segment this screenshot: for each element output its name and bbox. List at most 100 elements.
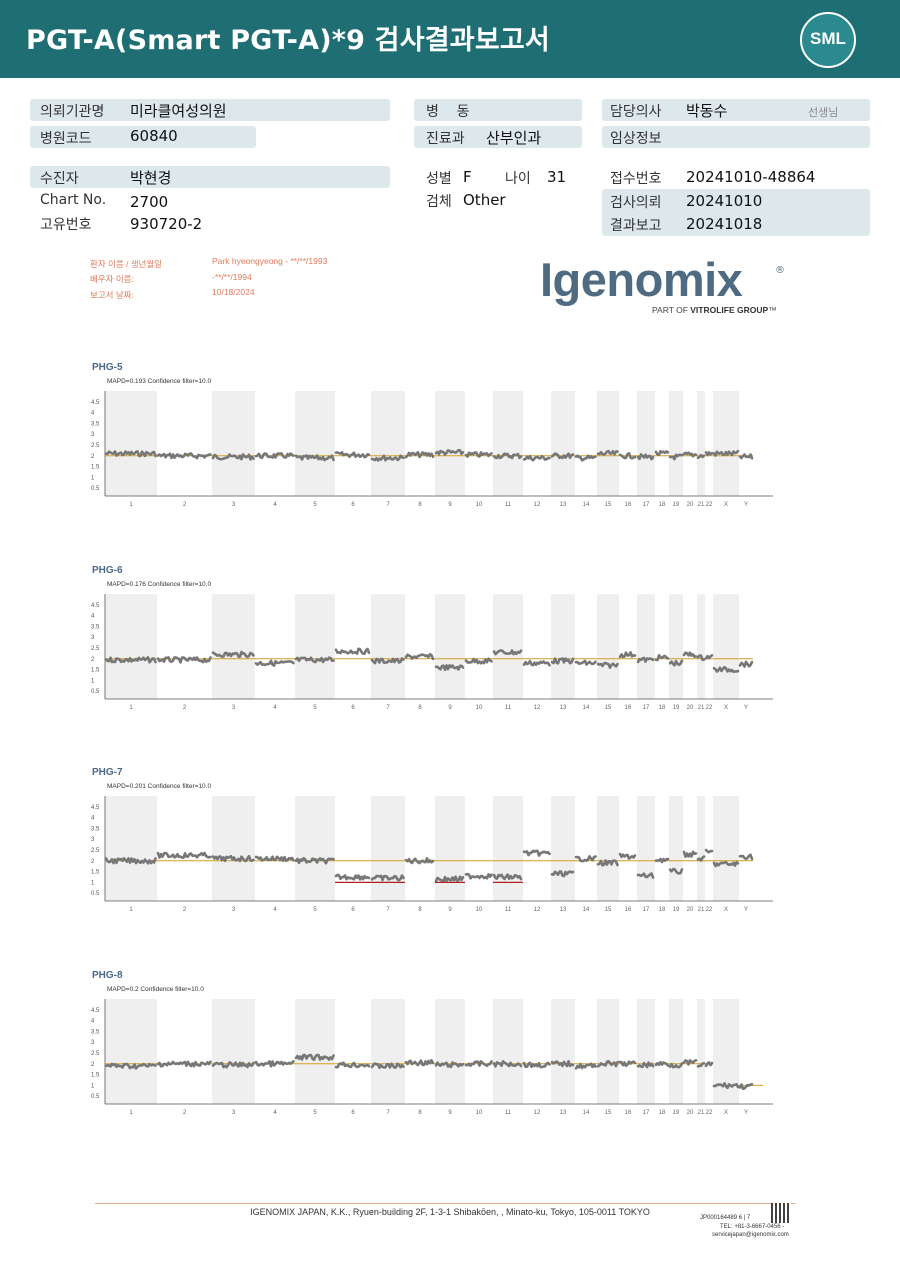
chromosome-band <box>435 594 465 699</box>
x-tick-label: 17 <box>643 705 650 711</box>
receipt-no-value: 20241010-48864 <box>686 168 816 186</box>
chromosome-band <box>637 999 655 1104</box>
x-tick-label: 14 <box>583 1110 590 1116</box>
chromosome-band <box>669 391 683 496</box>
copy-number-segment <box>464 451 493 458</box>
chromosome-band <box>597 796 619 901</box>
unique-no-value: 930720-2 <box>130 215 203 233</box>
report-title: PGT-A(Smart PGT-A)*9 검사결과보고서 <box>26 25 550 56</box>
copy-number-segment <box>636 1061 655 1069</box>
pb-value-2: -**/**/1994 <box>212 272 252 282</box>
hospital-code-label: 병원코드 <box>40 131 92 147</box>
y-tick-label: 4.5 <box>91 603 100 609</box>
copy-number-segment <box>434 875 465 883</box>
copy-number-segment <box>104 656 157 664</box>
x-tick-label: 9 <box>448 705 452 711</box>
y-tick-label: 4.5 <box>91 400 100 406</box>
chromosome-band <box>669 796 683 901</box>
pb-label-1: 환자 이름 / 생년월일 <box>90 259 163 269</box>
copy-number-segment <box>574 854 597 863</box>
copy-number-segment <box>550 870 575 878</box>
chromosome-band <box>435 796 465 901</box>
y-tick-label: 0.5 <box>91 486 100 492</box>
report-date-value: 20241018 <box>686 215 763 233</box>
chromosome-band <box>295 391 335 496</box>
chromosome-band <box>212 999 255 1104</box>
copy-number-segment <box>294 1053 335 1062</box>
x-tick-label: 6 <box>351 1110 355 1116</box>
x-tick-label: X <box>724 705 728 711</box>
request-date-value: 20241010 <box>686 192 763 210</box>
x-tick-label: 18 <box>659 1110 666 1116</box>
y-tick-label: 4 <box>91 614 95 620</box>
x-tick-label: 22 <box>706 1110 713 1116</box>
copy-number-segment <box>712 449 740 457</box>
copy-number-segment <box>254 855 295 863</box>
copy-number-segment <box>668 1062 684 1069</box>
x-tick-label: 4 <box>273 502 277 508</box>
x-tick-label: 1 <box>129 1110 133 1116</box>
y-tick-label: 2 <box>91 859 95 865</box>
copy-number-segment <box>434 664 465 672</box>
copy-number-segment <box>696 654 706 662</box>
copy-number-segment <box>522 454 551 462</box>
x-tick-label: 8 <box>418 1110 422 1116</box>
chromosome-band <box>371 594 405 699</box>
copy-number-segment <box>522 1061 551 1069</box>
y-tick-label: 2.5 <box>91 1051 100 1057</box>
copy-number-segment <box>492 873 523 881</box>
copy-number-segment <box>492 452 523 460</box>
copy-number-segment <box>464 872 493 880</box>
chromosome-band <box>371 796 405 901</box>
chart-1-plot: 4.543.532.521.510.51 2 3 4 5 6 7 8 9 10 11 12 13 14 15… <box>91 391 773 508</box>
copy-number-segment <box>434 448 465 456</box>
copy-number-segment <box>596 859 619 867</box>
institution-row <box>30 99 390 121</box>
x-tick-label: 18 <box>659 907 666 913</box>
clinical-label: 임상정보 <box>610 131 662 147</box>
x-tick-label: 12 <box>534 907 541 913</box>
x-tick-label: 22 <box>706 502 713 508</box>
x-tick-label: 22 <box>706 705 713 711</box>
copy-number-segment <box>522 659 551 667</box>
copy-number-segment <box>636 453 655 461</box>
x-tick-label: 13 <box>560 705 567 711</box>
y-tick-label: 1 <box>91 475 95 481</box>
y-tick-label: 1 <box>91 678 95 684</box>
x-tick-label: 3 <box>232 1110 236 1116</box>
x-tick-label: 10 <box>476 502 483 508</box>
x-tick-label: X <box>724 907 728 913</box>
x-tick-label: 14 <box>583 705 590 711</box>
copy-number-segment <box>464 1060 493 1067</box>
department-value: 산부인과 <box>486 129 542 147</box>
copy-number-segment <box>696 453 706 460</box>
copy-number-segment <box>574 1062 597 1070</box>
y-tick-label: 3.5 <box>91 826 100 832</box>
x-tick-label: 4 <box>273 705 277 711</box>
clinical-row <box>602 126 870 148</box>
x-tick-label: 16 <box>625 907 632 913</box>
x-tick-label: 17 <box>643 1110 650 1116</box>
x-tick-label: 5 <box>313 502 317 508</box>
chart-1-title: PHG-5 <box>92 362 123 373</box>
copy-number-segment <box>254 659 295 667</box>
x-tick-label: 1 <box>129 907 133 913</box>
tagline-post: ™ <box>768 305 777 315</box>
chromosome-band <box>435 999 465 1104</box>
x-tick-label: 2 <box>183 907 187 913</box>
y-tick-label: 4 <box>91 411 95 417</box>
x-tick-label: 20 <box>687 705 694 711</box>
receipt-no-label: 접수번호 <box>610 171 662 187</box>
tagline-bold: VITROLIFE GROUP <box>690 305 769 315</box>
x-tick-label: 2 <box>183 705 187 711</box>
x-tick-label: 15 <box>605 705 612 711</box>
copy-number-segment <box>334 451 371 459</box>
chromosome-band <box>551 594 575 699</box>
footer-doc-id: JP000164489 6 | 7 <box>700 1215 751 1221</box>
y-tick-label: 0.5 <box>91 1094 100 1100</box>
unique-no-label: 고유번호 <box>40 217 92 233</box>
copy-number-segment <box>550 1060 575 1068</box>
copy-number-segment <box>211 854 255 863</box>
copy-number-segment <box>294 656 335 664</box>
chromosome-band <box>295 999 335 1104</box>
